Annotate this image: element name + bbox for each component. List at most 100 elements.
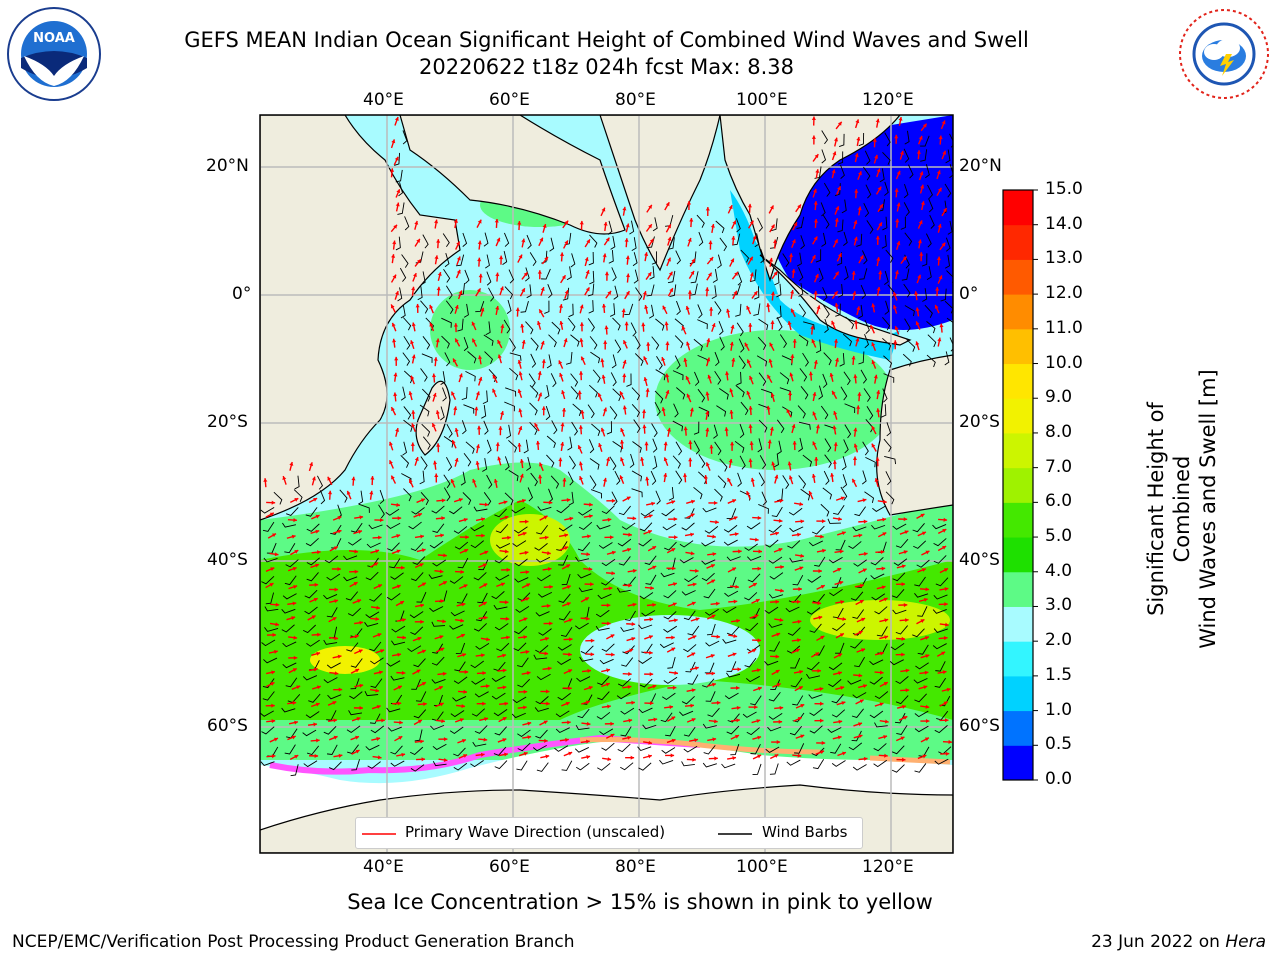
wave-arrow-head bbox=[401, 618, 406, 623]
wave-arrow-head bbox=[814, 457, 819, 461]
wave-arrow-head bbox=[895, 218, 900, 223]
wave-arrow-head bbox=[462, 653, 466, 658]
wind-barb bbox=[282, 522, 297, 528]
wind-barb bbox=[732, 233, 741, 246]
wind-barb bbox=[759, 455, 767, 470]
wind-barb bbox=[620, 707, 635, 715]
wave-arrow-head bbox=[921, 531, 926, 536]
wind-barb bbox=[504, 286, 514, 300]
wave-arrow-head bbox=[354, 634, 359, 639]
wind-barb bbox=[370, 725, 385, 734]
wave-arrow-head bbox=[917, 239, 922, 244]
wind-barb bbox=[914, 693, 927, 703]
wave-arrow-head bbox=[523, 751, 528, 756]
wind-barb bbox=[420, 456, 428, 470]
wave-arrow-head bbox=[797, 717, 802, 721]
colorbar-segment bbox=[1003, 745, 1033, 781]
wave-arrow-head bbox=[922, 754, 927, 759]
wave-arrow-head bbox=[768, 358, 773, 363]
wind-barb bbox=[796, 216, 805, 229]
wave-arrow-head bbox=[855, 119, 860, 124]
wave-arrow-head bbox=[871, 443, 876, 448]
wave-arrow-head bbox=[790, 354, 795, 358]
wave-arrow-head bbox=[597, 393, 602, 398]
wave-arrow-head bbox=[839, 549, 844, 554]
wave-arrow-head bbox=[416, 669, 421, 674]
wind-barb bbox=[293, 489, 303, 502]
wind-barb bbox=[853, 559, 867, 567]
wind-barb bbox=[457, 557, 469, 569]
wind-barb bbox=[611, 354, 617, 369]
wave-arrow-head bbox=[653, 717, 658, 722]
wave-arrow-head bbox=[411, 354, 416, 359]
wind-barb bbox=[864, 319, 870, 334]
wave-arrow-head bbox=[948, 739, 952, 745]
wind-barb bbox=[379, 489, 385, 505]
wave-arrow-head bbox=[746, 359, 751, 364]
wave-arrow-head bbox=[861, 617, 866, 622]
wind-barb bbox=[624, 303, 634, 316]
wave-arrow-head bbox=[667, 224, 671, 229]
wave-arrow-head bbox=[443, 757, 448, 763]
wave-arrow-head bbox=[861, 648, 866, 653]
wind-barb bbox=[798, 282, 804, 297]
wind-barb bbox=[848, 742, 863, 751]
wind-barb bbox=[560, 626, 573, 637]
wave-arrow-head bbox=[453, 406, 458, 411]
wind-barb bbox=[302, 624, 317, 634]
wave-arrow-head bbox=[607, 704, 611, 709]
wind-barb bbox=[493, 746, 507, 756]
wind-barb bbox=[572, 403, 582, 417]
wind-barb bbox=[945, 237, 951, 252]
wind-barb bbox=[364, 622, 379, 627]
wind-barb bbox=[517, 729, 531, 737]
wave-arrow-head bbox=[648, 204, 652, 209]
wave-arrow-head bbox=[920, 513, 925, 518]
wave-arrow-head bbox=[790, 290, 795, 294]
wind-barb bbox=[929, 214, 935, 229]
wind-barb bbox=[590, 351, 601, 364]
wind-barb bbox=[851, 730, 862, 742]
wave-arrow-head bbox=[472, 478, 477, 483]
wave-arrow-head bbox=[526, 671, 531, 676]
wave-arrow-head bbox=[905, 618, 909, 623]
wave-arrow-head bbox=[898, 116, 903, 121]
wave-arrow-head bbox=[728, 459, 733, 463]
wind-barb bbox=[597, 691, 610, 701]
wind-barb bbox=[673, 403, 679, 418]
wind-barb bbox=[768, 713, 783, 720]
wave-arrow-head bbox=[797, 204, 801, 209]
y-tick-right-20s: 20°S bbox=[959, 412, 1000, 432]
wind-barb bbox=[788, 507, 803, 516]
wave-arrow-head bbox=[881, 585, 886, 590]
wind-barb bbox=[844, 424, 852, 439]
wave-arrow-head bbox=[755, 598, 760, 603]
wave-arrow-head bbox=[921, 568, 926, 572]
wind-barb bbox=[494, 760, 508, 770]
wave-arrow-head bbox=[560, 422, 565, 427]
wave-arrow-head bbox=[862, 498, 867, 503]
wave-arrow-head bbox=[690, 551, 695, 556]
wave-arrow-head bbox=[620, 457, 624, 462]
wind-barb bbox=[630, 322, 637, 337]
wind-barb bbox=[621, 522, 636, 530]
footer-host: Hera bbox=[1225, 932, 1266, 952]
wave-arrow-head bbox=[273, 737, 278, 742]
wind-barb bbox=[842, 333, 852, 347]
wave-arrow-head bbox=[773, 239, 778, 244]
wave-arrow-head bbox=[621, 308, 626, 313]
wave-arrow-head bbox=[671, 716, 676, 721]
wave-max-southwest bbox=[310, 646, 380, 674]
wave-arrow-head bbox=[619, 475, 624, 480]
wind-barb bbox=[306, 557, 320, 566]
wave-arrow-head bbox=[942, 670, 947, 675]
wave-arrow-head bbox=[380, 649, 385, 653]
land-india bbox=[599, 115, 721, 272]
wind-barb bbox=[454, 661, 466, 672]
wind-barb bbox=[821, 149, 827, 164]
wind-barb bbox=[432, 761, 447, 767]
wind-barb bbox=[768, 556, 783, 564]
colorbar-segment bbox=[1003, 294, 1033, 330]
wind-barb bbox=[453, 762, 468, 771]
wave-arrow-head bbox=[818, 615, 823, 620]
